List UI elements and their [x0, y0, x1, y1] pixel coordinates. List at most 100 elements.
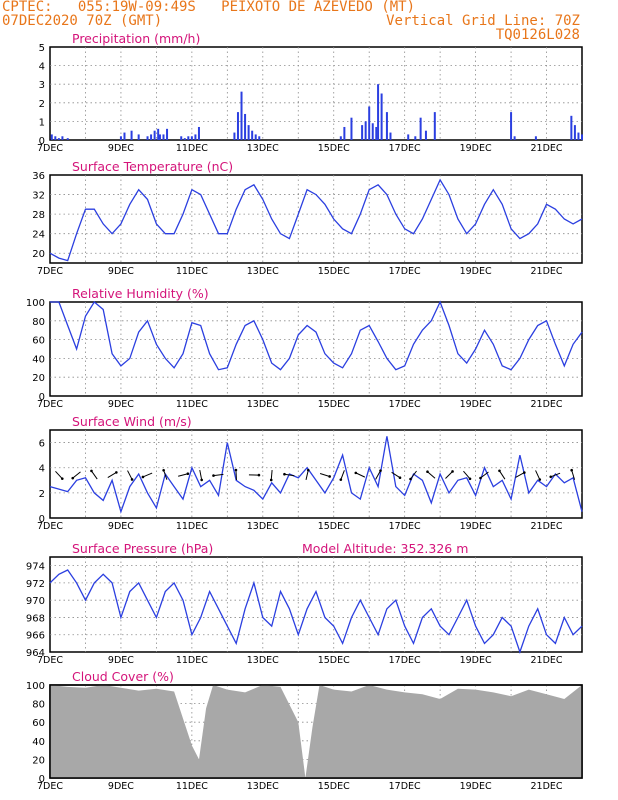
wind-arrow-head — [212, 474, 215, 477]
y-tick-label: 60 — [32, 718, 45, 729]
y-tick-label: 20 — [32, 249, 45, 260]
series-line — [50, 300, 583, 371]
x-tick-label: 7DEC — [37, 266, 63, 277]
precip-bar — [183, 138, 186, 140]
y-tick-label: 28 — [32, 210, 45, 221]
x-tick-label: 15DEC — [318, 399, 350, 410]
series-line — [49, 178, 583, 262]
x-tick-label: 11DEC — [176, 655, 208, 666]
precip-bar — [162, 134, 165, 140]
x-tick-label: 13DEC — [247, 266, 279, 277]
y-tick-label: 4 — [39, 62, 45, 73]
wind-arrow-head — [130, 478, 134, 481]
precip-bar — [424, 130, 427, 140]
wind-arrow — [319, 473, 330, 477]
panel-frame — [49, 429, 583, 519]
precip-bar — [389, 132, 392, 140]
y-tick-label: 20 — [32, 755, 45, 766]
series-line — [49, 569, 583, 655]
panel-subtitle: Model Altitude: 352.326 m — [302, 541, 468, 556]
precip-bar — [375, 126, 378, 140]
x-tick-label: 21DEC — [531, 655, 563, 666]
precip-bar — [407, 134, 410, 140]
wind-arrow — [55, 471, 63, 479]
wind-arrow-head — [60, 477, 64, 480]
wind-arrow-head — [570, 468, 573, 472]
precip-bar — [123, 132, 126, 140]
wind-arrow — [142, 472, 153, 478]
precip-bar — [166, 128, 169, 140]
x-tick-label: 9DEC — [108, 655, 134, 666]
precip-bar — [361, 125, 364, 140]
x-tick-label: 15DEC — [318, 143, 350, 154]
cloud-area — [50, 685, 582, 778]
precip-bar — [414, 136, 417, 140]
x-tick-label: 15DEC — [318, 655, 350, 666]
precip-bar — [187, 136, 190, 140]
y-tick-label: 0 — [39, 514, 45, 525]
y-tick-label: 40 — [32, 737, 45, 748]
wind-arrow — [91, 470, 98, 480]
precip-bar — [254, 134, 257, 140]
y-tick-label: 6 — [39, 439, 45, 450]
wind-arrow — [571, 470, 576, 480]
precip-bar — [570, 115, 573, 140]
wind-arrow — [72, 471, 81, 479]
wind-arrow — [355, 472, 366, 478]
y-tick-label: 964 — [26, 648, 45, 659]
x-tick-label: 9DEC — [108, 399, 134, 410]
y-tick-label: 100 — [26, 681, 45, 692]
precip-bar — [513, 136, 516, 140]
wind-arrow-head — [468, 477, 472, 481]
wind-arrow — [375, 470, 381, 480]
wind-arrow-head — [186, 472, 190, 476]
header-line3-right: TQ0126L028 — [495, 27, 580, 43]
header-line1: CPTEC: 055:19W-09:49S PEIXOTO DE AZEVEDO… — [2, 0, 416, 15]
wind-arrow — [427, 471, 436, 479]
wind-arrow-head — [398, 476, 402, 480]
precip-bar — [419, 117, 422, 140]
x-tick-label: 17DEC — [389, 521, 421, 532]
wind-arrow-head — [523, 471, 526, 474]
wind-arrow-head — [90, 469, 93, 473]
y-tick-label: 4 — [39, 464, 45, 475]
x-tick-label: 19DEC — [460, 143, 492, 154]
y-tick-label: 0 — [39, 136, 45, 147]
x-tick-label: 9DEC — [108, 521, 134, 532]
wind-arrow — [178, 473, 188, 477]
panel-title: Precipitation (mm/h) — [72, 31, 200, 46]
y-tick-label: 5 — [39, 43, 45, 54]
wind-arrow-head — [426, 470, 429, 474]
x-tick-label: 19DEC — [460, 266, 492, 277]
precip-bar — [433, 112, 436, 140]
precip-bar — [350, 117, 353, 140]
precip-bar — [371, 123, 374, 140]
y-tick-label: 100 — [26, 298, 45, 309]
panel-frame — [49, 556, 583, 653]
x-tick-label: 21DEC — [531, 266, 563, 277]
wind-arrow — [499, 470, 506, 480]
x-tick-label: 19DEC — [460, 399, 492, 410]
wind-arrow — [410, 470, 417, 480]
precip-bar — [61, 136, 64, 140]
x-tick-label: 17DEC — [389, 399, 421, 410]
wind-arrow-head — [269, 478, 273, 482]
x-tick-label: 17DEC — [389, 655, 421, 666]
x-tick-label: 15DEC — [318, 266, 350, 277]
precip-bar — [577, 132, 580, 140]
precip-bar — [194, 134, 197, 140]
precip-bar — [119, 136, 122, 140]
wind-arrow — [127, 470, 133, 480]
wind-arrow — [235, 469, 237, 481]
x-tick-label: 19DEC — [460, 655, 492, 666]
x-tick-label: 7DEC — [37, 521, 63, 532]
panel-title: Surface Temperature (nC) — [72, 159, 233, 174]
x-tick-label: 19DEC — [460, 781, 492, 792]
panel-title: Cloud Cover (%) — [72, 669, 174, 684]
x-tick-label: 11DEC — [176, 521, 208, 532]
x-tick-label: 13DEC — [247, 655, 279, 666]
wind-arrow — [270, 469, 273, 481]
panel-title: Surface Pressure (hPa) — [72, 541, 213, 556]
wind-arrow-head — [283, 472, 286, 476]
y-tick-label: 1 — [39, 117, 45, 128]
